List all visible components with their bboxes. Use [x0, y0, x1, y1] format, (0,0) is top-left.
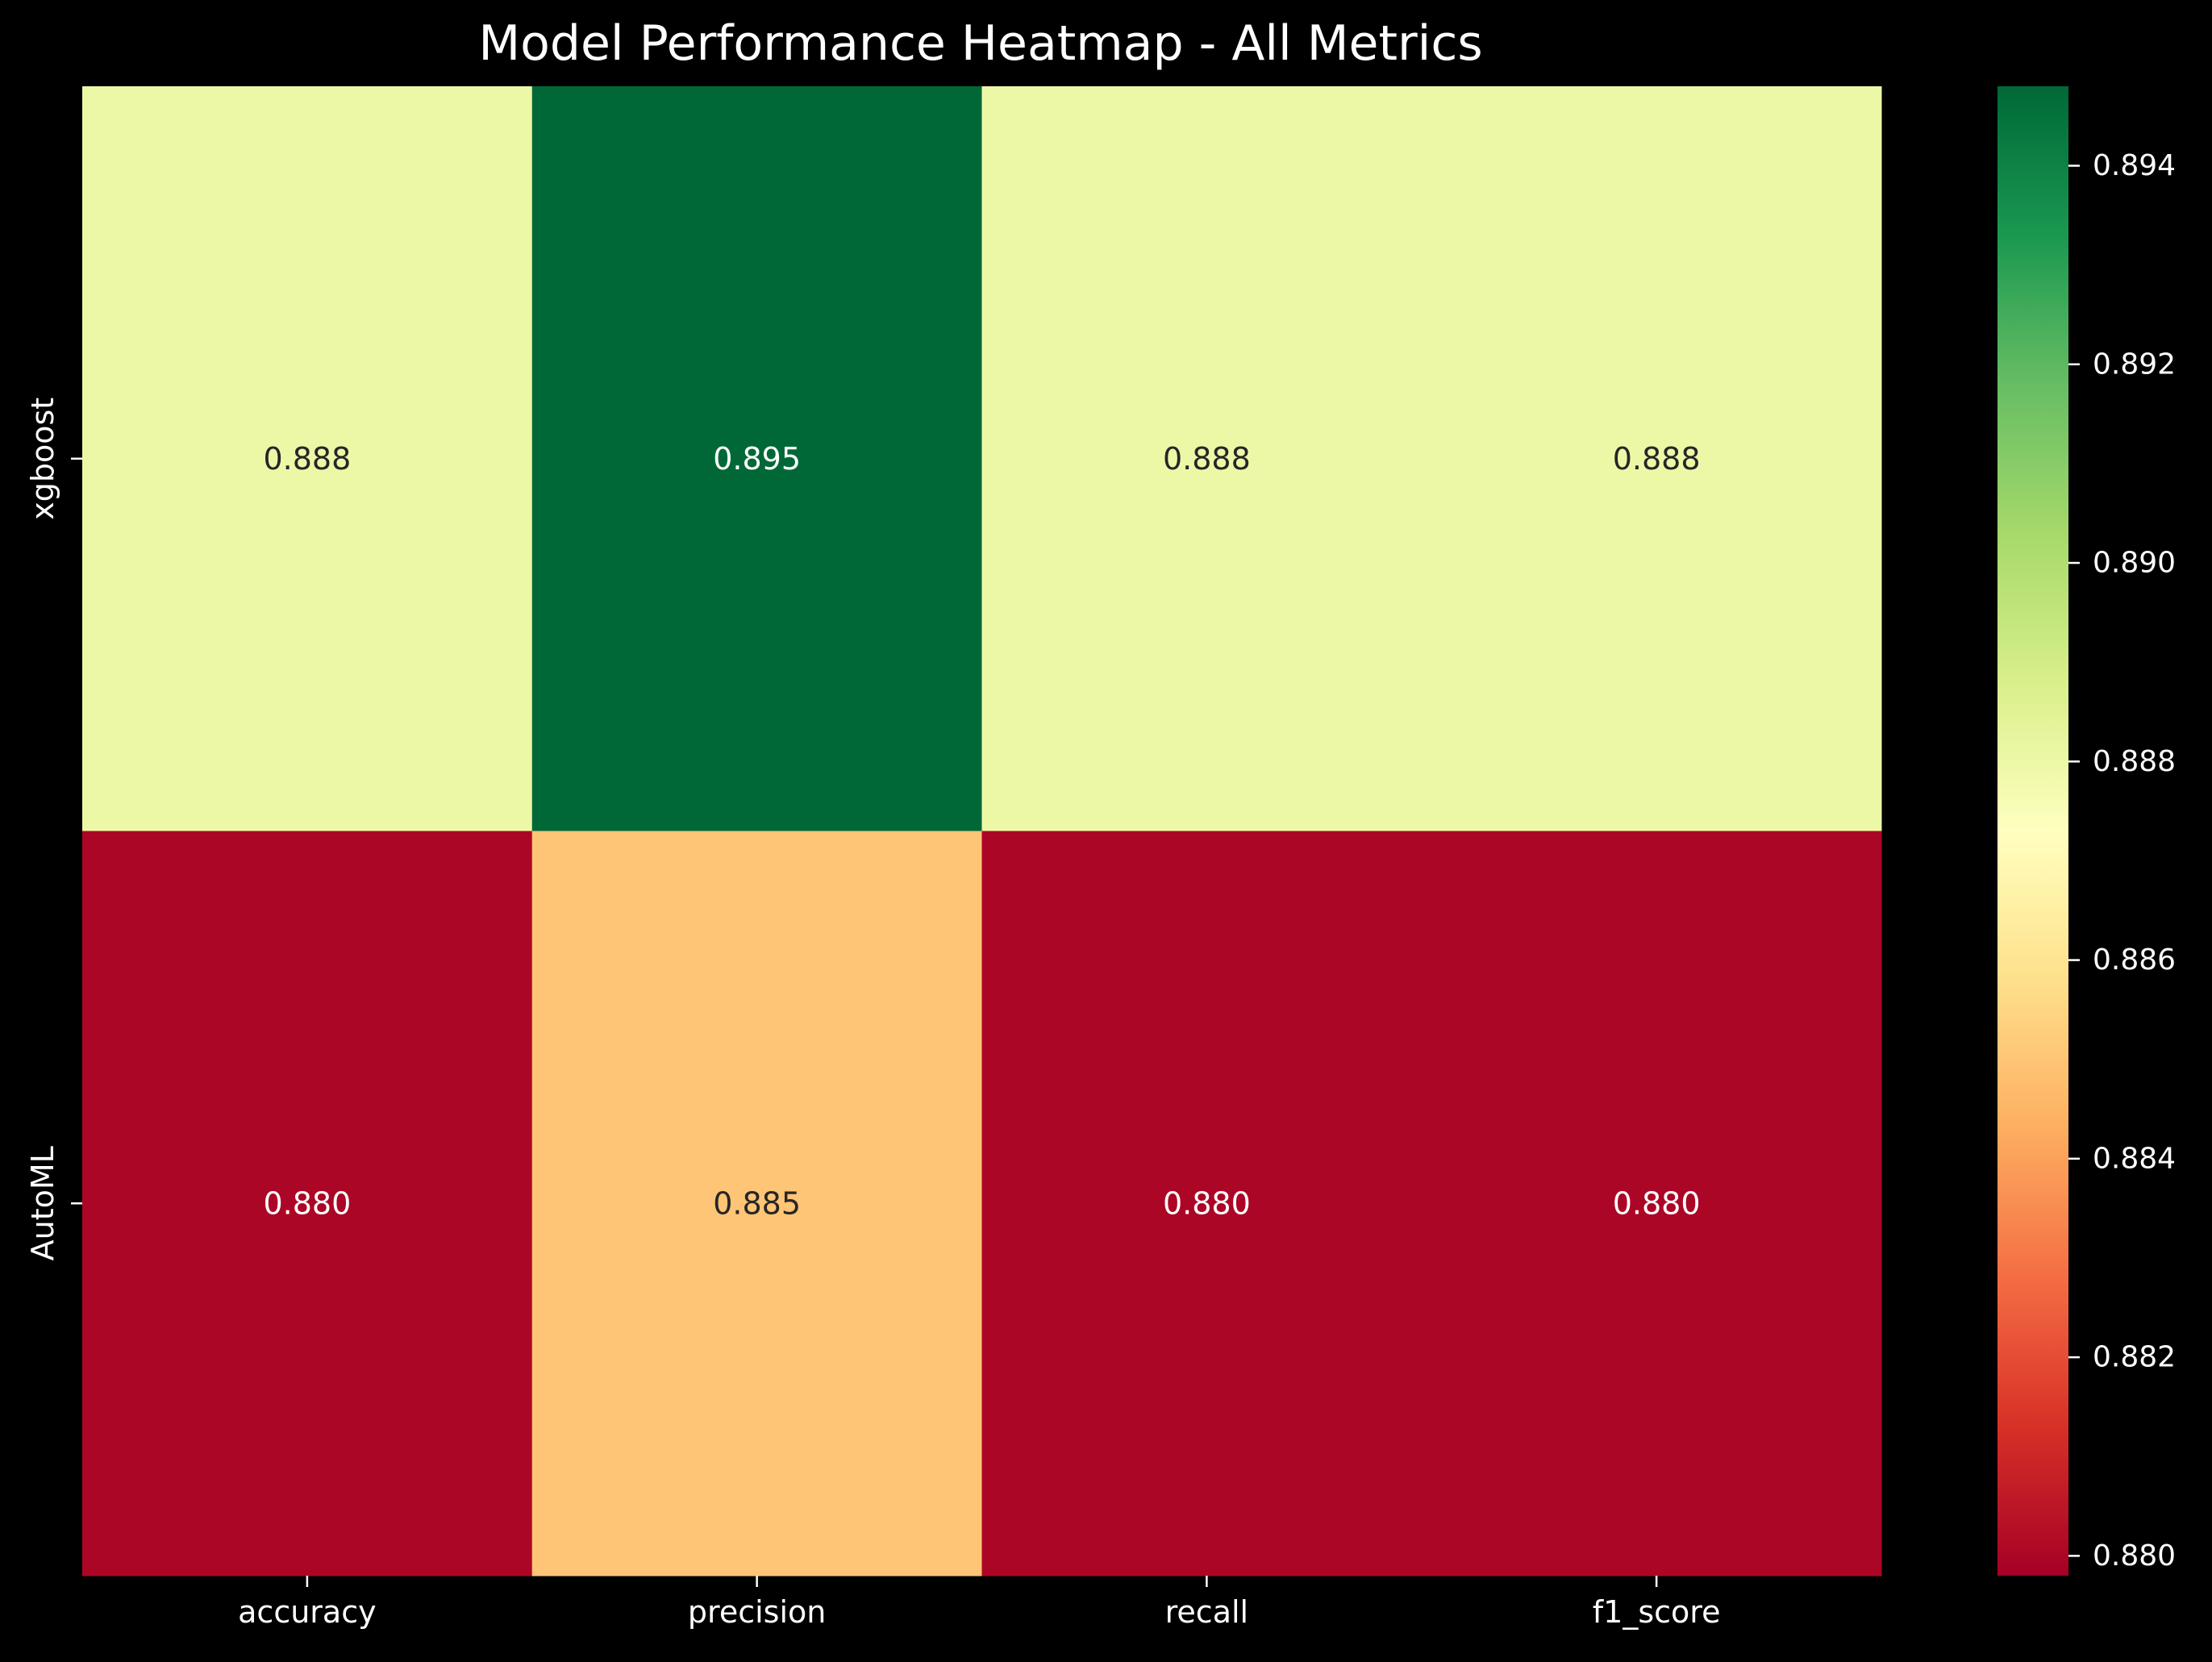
x-tick-label-accuracy: accuracy	[238, 1594, 376, 1630]
cell-value-label: 0.885	[713, 1185, 801, 1221]
cell-value-label: 0.888	[1163, 441, 1251, 477]
x-tick-label-precision: precision	[688, 1594, 826, 1630]
cell-value-label: 0.888	[1613, 441, 1701, 477]
colorbar-tick-label: 0.880	[2093, 1539, 2176, 1572]
y-tick-label-xgboost: xgboost	[25, 398, 60, 520]
heatmap-cell-labels: 0.888 0.895 0.888 0.888 0.880 0.885 0.880 0.880	[263, 441, 1700, 1222]
heatmap-cell-automl-recall	[981, 831, 1432, 1577]
colorbar-tick-label: 0.886	[2093, 943, 2176, 977]
x-tick-label-f1-score: f1_score	[1593, 1594, 1721, 1630]
colorbar-tick-label: 0.884	[2093, 1142, 2176, 1175]
colorbar-tick-label: 0.894	[2093, 149, 2176, 182]
y-axis: xgboost AutoML	[25, 398, 82, 1260]
heatmap-cell-automl-accuracy	[82, 831, 533, 1577]
cell-value-label: 0.888	[263, 441, 351, 477]
cell-value-label: 0.880	[1613, 1185, 1701, 1221]
colorbar-tick-label: 0.892	[2093, 348, 2176, 381]
heatmap-cells	[82, 86, 1882, 1577]
colorbar-gradient	[1997, 86, 2068, 1576]
y-tick-label-automl: AutoML	[25, 1146, 60, 1260]
cell-value-label: 0.880	[1163, 1185, 1251, 1221]
colorbar-tick-label: 0.882	[2093, 1341, 2176, 1374]
x-tick-label-recall: recall	[1165, 1594, 1248, 1630]
heatmap-cell-xgboost-f1-score	[1431, 86, 1882, 831]
heatmap-cell-xgboost-precision	[531, 86, 982, 831]
x-axis: accuracy precision recall f1_score	[238, 1576, 1720, 1630]
colorbar-tick-label: 0.888	[2093, 745, 2176, 778]
heatmap-cell-automl-precision	[531, 831, 982, 1577]
heatmap-cell-xgboost-recall	[981, 86, 1432, 831]
colorbar-tick-label: 0.890	[2093, 547, 2176, 580]
chart-title: Model Performance Heatmap - All Metrics	[478, 15, 1482, 72]
cell-value-label: 0.880	[263, 1185, 351, 1221]
heatmap-cell-xgboost-accuracy	[82, 86, 533, 831]
cell-value-label: 0.895	[713, 441, 801, 477]
heatmap-cell-automl-f1-score	[1431, 831, 1882, 1577]
colorbar: 0.880 0.882 0.884 0.886 0.888 0.890 0.892 0.894	[1997, 86, 2176, 1576]
